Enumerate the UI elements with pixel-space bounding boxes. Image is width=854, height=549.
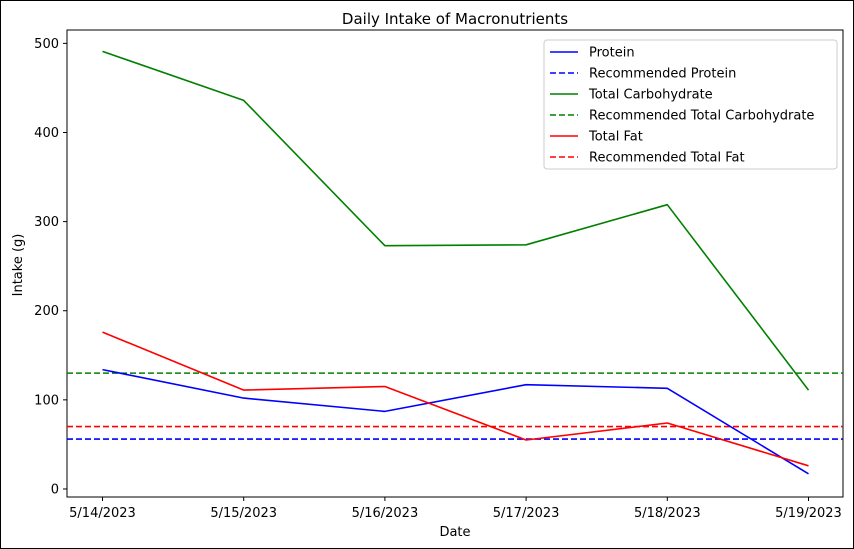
x-axis-label: Date	[439, 525, 470, 540]
x-tick-label: 5/18/2023	[634, 506, 701, 521]
legend-label: Total Fat	[588, 130, 643, 145]
plot-area: 0 100 200 300 400 500 5/14/2023 5/15/2023 5/16/2…	[34, 29, 844, 521]
x-tick-label: 5/16/2023	[352, 506, 419, 521]
y-tick-label: 100	[34, 393, 59, 408]
x-tick-label: 5/14/2023	[69, 506, 136, 521]
legend-label: Recommended Total Fat	[589, 151, 745, 166]
y-tick-label: 0	[51, 482, 59, 497]
legend-label: Protein	[589, 46, 635, 61]
y-tick-label: 200	[34, 304, 59, 319]
chart-title: Daily Intake of Macronutrients	[342, 10, 568, 28]
x-tick-label: 5/19/2023	[775, 506, 842, 521]
legend-label: Recommended Total Carbohydrate	[589, 109, 814, 124]
axes-frame	[66, 29, 844, 498]
x-tick-label: 5/15/2023	[210, 506, 277, 521]
legend: Protein Recommended Protein Total Carbohyd…	[543, 39, 838, 170]
legend-label: Total Carbohydrate	[588, 88, 713, 103]
x-tick-label: 5/17/2023	[493, 506, 560, 521]
series-line-protein	[102, 368, 809, 475]
legend-box	[543, 39, 838, 170]
y-tick-label: 300	[34, 215, 59, 230]
y-tick-label: 500	[34, 37, 59, 52]
y-tick-label: 400	[34, 126, 59, 141]
legend-label: Recommended Protein	[589, 67, 736, 82]
y-axis-label: Intake (g)	[11, 234, 26, 297]
series-line-total-carbohydrate	[102, 50, 810, 391]
series-line-total-fat	[102, 331, 809, 467]
